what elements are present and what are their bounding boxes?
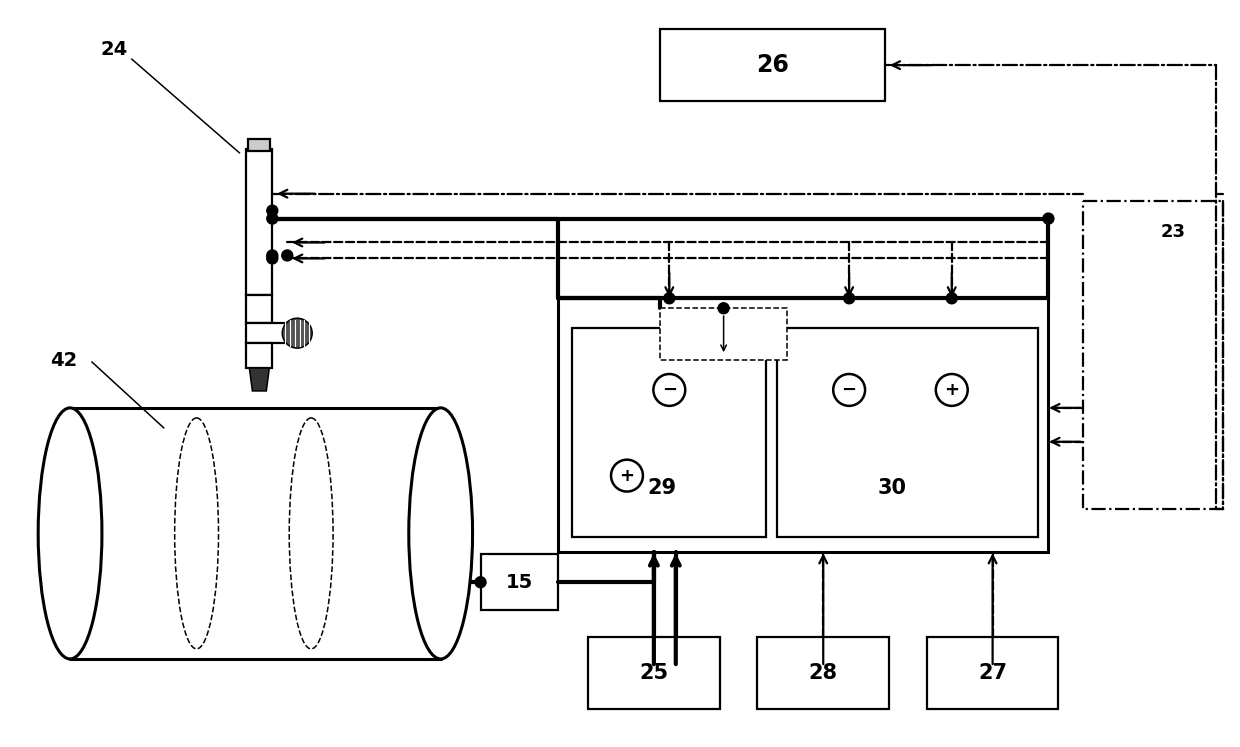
Text: −: −: [842, 381, 857, 399]
Circle shape: [267, 250, 278, 261]
Circle shape: [281, 250, 293, 261]
Bar: [247, 343, 273, 368]
Text: 29: 29: [647, 477, 676, 498]
Bar: [660, 29, 885, 101]
Bar: [588, 637, 719, 709]
Text: 26: 26: [756, 53, 789, 77]
Text: 42: 42: [51, 350, 78, 370]
Bar: [247, 149, 273, 295]
Circle shape: [653, 374, 686, 406]
Circle shape: [936, 374, 967, 406]
Bar: [247, 323, 301, 343]
Bar: [758, 637, 889, 709]
Bar: [777, 328, 1038, 537]
Circle shape: [267, 213, 278, 224]
Bar: [248, 139, 270, 151]
Bar: [660, 309, 787, 360]
Text: 28: 28: [808, 663, 838, 683]
Text: 27: 27: [978, 663, 1007, 683]
Text: 30: 30: [878, 477, 906, 498]
Text: 23: 23: [1161, 223, 1185, 241]
Circle shape: [611, 459, 642, 492]
Circle shape: [833, 374, 866, 406]
Circle shape: [267, 205, 278, 216]
Bar: [247, 295, 273, 323]
Circle shape: [946, 293, 957, 304]
Circle shape: [475, 577, 486, 588]
Ellipse shape: [409, 408, 472, 659]
Bar: [558, 298, 1048, 552]
Bar: [572, 328, 766, 537]
Bar: [926, 637, 1059, 709]
Bar: [1084, 201, 1223, 509]
Bar: [481, 554, 558, 610]
Circle shape: [267, 253, 278, 264]
Ellipse shape: [38, 408, 102, 659]
Text: 24: 24: [100, 40, 128, 59]
Text: 15: 15: [506, 573, 533, 592]
Polygon shape: [249, 368, 269, 391]
Text: +: +: [945, 381, 960, 399]
Text: 25: 25: [640, 663, 668, 683]
Circle shape: [718, 303, 729, 314]
Text: +: +: [620, 467, 635, 485]
Text: −: −: [662, 381, 677, 399]
Circle shape: [843, 293, 854, 304]
Circle shape: [663, 293, 675, 304]
Circle shape: [1043, 213, 1054, 224]
Circle shape: [283, 318, 312, 348]
